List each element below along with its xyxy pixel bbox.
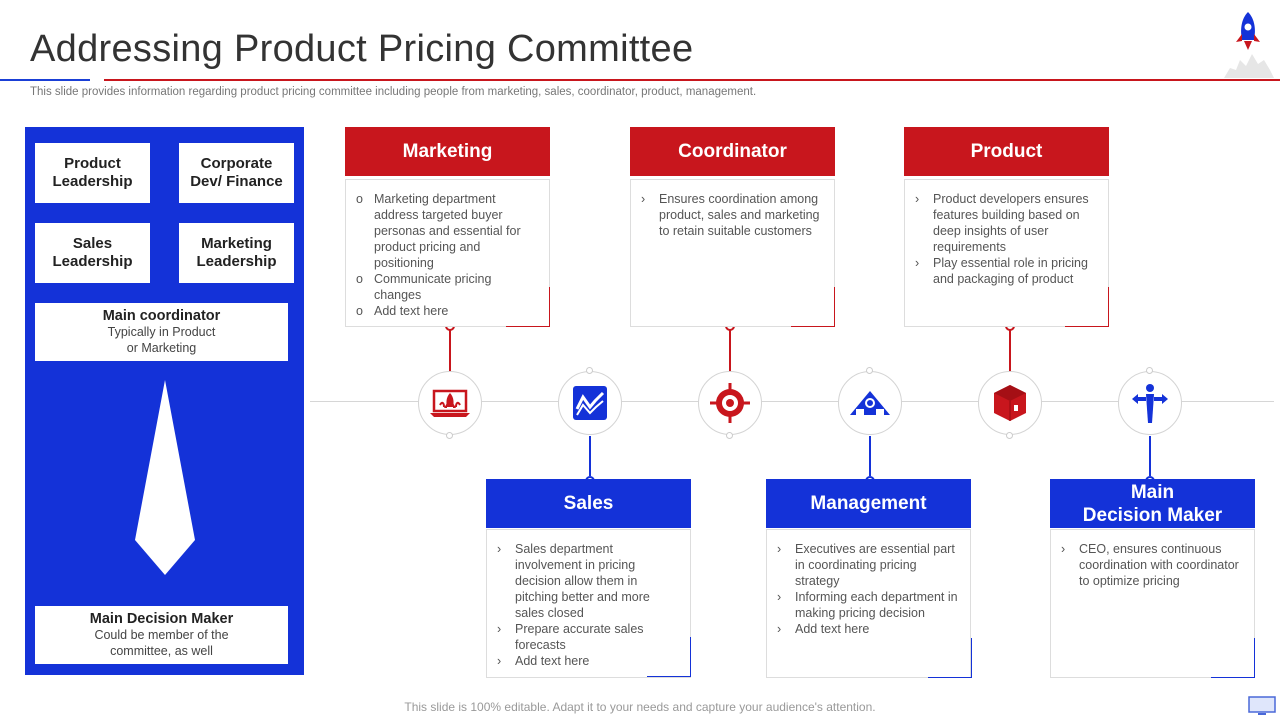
package-icon xyxy=(994,385,1026,421)
sales-connector xyxy=(589,436,591,476)
card-corner-accent xyxy=(506,287,550,327)
list-item: › Ensures coordination among product, sal… xyxy=(641,192,820,238)
list-item: › Product developers ensures features bui… xyxy=(915,192,1089,254)
sales-card-title: Sales xyxy=(486,479,691,528)
teamwork-icon xyxy=(850,391,890,415)
decision-maker-card-title: Main Decision Maker xyxy=(1050,479,1255,528)
sales-card-body: › Sales department involvement in pricing… xyxy=(486,529,691,678)
line-chart-icon xyxy=(573,386,607,420)
timeline-dot xyxy=(1006,432,1013,439)
main-decision-maker-text: Could be member of the committee, as wel… xyxy=(94,628,229,658)
rocket-laptop-icon xyxy=(430,389,470,417)
coordinator-card-body: › Ensures coordination among product, sal… xyxy=(630,179,835,327)
footer-note: This slide is 100% editable. Adapt it to… xyxy=(404,700,876,714)
target-icon xyxy=(710,383,750,423)
list-item: › CEO, ensures continuous coordination wi… xyxy=(1061,542,1239,588)
list-item: › Add text here xyxy=(777,622,870,636)
card-corner-accent xyxy=(791,287,835,327)
tie-shape-icon xyxy=(135,380,195,575)
person-arrows-icon xyxy=(1132,384,1168,423)
rocket-logo-icon xyxy=(1224,12,1274,78)
marketing-connector xyxy=(449,330,451,372)
list-item: › Play essential role in pricing and pack… xyxy=(915,256,1088,286)
main-coordinator-text: Typically in Product or Marketing xyxy=(107,325,216,355)
list-item: › Add text here xyxy=(497,654,590,668)
line-chart-icon-circle xyxy=(558,371,622,435)
rocket-laptop-icon-circle xyxy=(418,371,482,435)
person-arrows-icon-circle xyxy=(1118,371,1182,435)
target-icon-circle xyxy=(698,371,762,435)
marketing-leadership-box: Marketing Leadership xyxy=(179,223,294,283)
decision-maker-card-body: › CEO, ensures continuous coordination wi… xyxy=(1050,529,1255,678)
main-decision-maker-title: Main Decision Maker xyxy=(89,611,234,627)
timeline-dot xyxy=(586,367,593,374)
main-coordinator-title: Main coordinator xyxy=(102,308,221,324)
timeline-line xyxy=(310,401,1274,402)
list-item: › Executives are essential part in coordi… xyxy=(777,542,955,588)
list-item: › Prepare accurate sales forecasts xyxy=(497,622,644,652)
coordinator-card-title: Coordinator xyxy=(630,127,835,176)
committee-structure-panel: Product Leadership Corporate Dev/ Financ… xyxy=(25,127,304,675)
management-connector xyxy=(869,436,871,476)
main-decision-maker-box: Main Decision Maker Could be member of t… xyxy=(35,606,288,664)
timeline-dot xyxy=(866,367,873,374)
teamwork-icon-circle xyxy=(838,371,902,435)
list-item: o Marketing department address targeted b… xyxy=(356,192,521,270)
card-corner-accent xyxy=(1065,287,1109,327)
timeline-dot xyxy=(1146,367,1153,374)
decision-maker-connector xyxy=(1149,436,1151,476)
page-title: Addressing Product Pricing Committee xyxy=(30,28,694,70)
card-corner-accent xyxy=(647,637,691,677)
list-item: o Communicate pricing changes xyxy=(356,272,492,302)
product-connector xyxy=(1009,330,1011,372)
list-item: › Informing each department in making pri… xyxy=(777,590,958,620)
coordinator-connector xyxy=(729,330,731,372)
product-leadership-box: Product Leadership xyxy=(35,143,150,203)
product-card-title: Product xyxy=(904,127,1109,176)
management-card-title: Management xyxy=(766,479,971,528)
sales-leadership-box: Sales Leadership xyxy=(35,223,150,283)
list-item: › Sales department involvement in pricing… xyxy=(497,542,650,620)
product-card-body: › Product developers ensures features bui… xyxy=(904,179,1109,327)
list-item: o Add text here xyxy=(356,304,449,318)
main-coordinator-box: Main coordinator Typically in Product or… xyxy=(35,303,288,361)
timeline-dot xyxy=(446,432,453,439)
title-rule-red xyxy=(104,79,1280,81)
marketing-card-body: o Marketing department address targeted b… xyxy=(345,179,550,327)
package-icon-circle xyxy=(978,371,1042,435)
page-subtitle: This slide provides information regardin… xyxy=(30,86,757,98)
marketing-card-title: Marketing xyxy=(345,127,550,176)
corporate-finance-box: Corporate Dev/ Finance xyxy=(179,143,294,203)
timeline-dot xyxy=(726,432,733,439)
monitor-icon xyxy=(1248,696,1276,715)
card-corner-accent xyxy=(928,638,972,678)
management-card-body: › Executives are essential part in coordi… xyxy=(766,529,971,678)
card-corner-accent xyxy=(1211,638,1255,678)
title-rule-blue xyxy=(0,79,90,81)
